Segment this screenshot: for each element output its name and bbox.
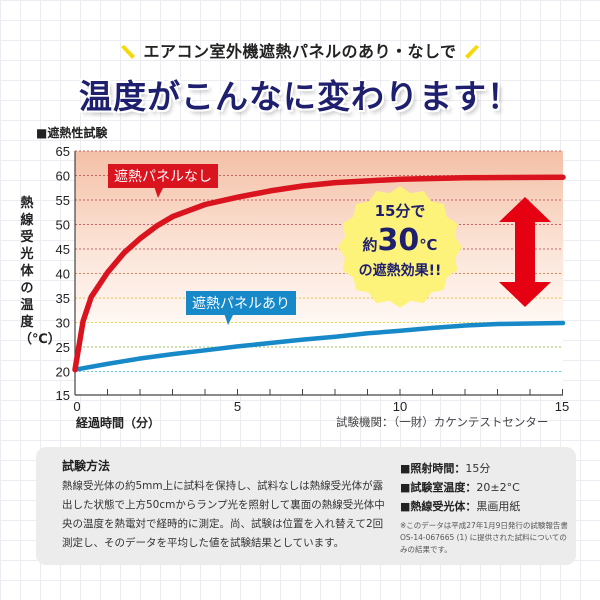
headline: 温度がこんなに変わります！	[79, 77, 521, 116]
effect-badge-shape	[338, 186, 462, 308]
sparkle-left-icon	[119, 44, 137, 61]
spec-room-temperature: ■試験室温度：20±2°C	[400, 481, 520, 494]
svg-text:65: 65	[56, 144, 70, 159]
method-title: 試験方法	[62, 459, 111, 473]
section-label: ■遮熱性試験	[36, 126, 108, 140]
svg-text:15: 15	[555, 399, 569, 414]
svg-text:15: 15	[56, 388, 70, 403]
badge-line1: 15分で	[374, 202, 426, 220]
spec-irradiation-time: ■照射時間：15分	[400, 462, 491, 475]
svg-text:45: 45	[56, 242, 70, 257]
callout-panel-without: 遮熱パネルなし	[108, 164, 218, 198]
svg-text:10: 10	[393, 399, 407, 414]
double-arrow-icon	[499, 197, 551, 307]
badge-line2: 約30℃	[340, 223, 460, 258]
badge-line3: の遮熱効果!!	[358, 263, 442, 279]
badge-unit: ℃	[419, 236, 438, 254]
method-body: 熱線受光体の約5mm上に試料を保持し、試料なしは熱線受光体が露出した状態で上方5…	[62, 480, 385, 549]
spec-receiver: ■熱線受光体：黒画用紙	[400, 500, 521, 513]
svg-text:60: 60	[56, 169, 70, 184]
svg-text:0: 0	[73, 399, 80, 414]
callout-panel-with: 遮熱パネルあり	[186, 291, 296, 325]
svg-text:30: 30	[56, 316, 70, 331]
svg-text:55: 55	[56, 193, 70, 208]
spec-list: ■照射時間：15分 ■試験室温度：20±2°C ■熱線受光体：黒画用紙 ※このデ…	[400, 459, 570, 556]
subtitle-text: エアコン室外機遮熱パネルのあり・なしで	[143, 42, 457, 61]
y-tick-labels: 65 60 55 50 45 40 35 30 25 20 15	[56, 144, 70, 403]
svg-text:40: 40	[56, 267, 70, 282]
svg-text:25: 25	[56, 340, 70, 355]
svg-text:5: 5	[234, 399, 241, 414]
source-label: 試験機関：（一財）カケンテストセンター	[336, 415, 549, 429]
series-line-panel-without	[72, 174, 566, 373]
x-tick-labels: 0 5 10 15	[73, 399, 569, 414]
badge-number: 30	[377, 223, 420, 258]
svg-text:35: 35	[56, 291, 70, 306]
x-ticks	[107, 389, 563, 395]
effect-badge: 15分で 約30℃ の遮熱効果!!	[340, 200, 460, 280]
svg-text:20: 20	[56, 365, 70, 380]
x-axis-label: 経過時間（分）	[76, 416, 161, 430]
data-note: ※このデータは平成27年1月9日発行の試験報告書OS-14-067665 (1)…	[400, 521, 568, 554]
series-line-panel-with	[72, 320, 566, 372]
test-method-box: 試験方法 熱線受光体の約5mm上に試料を保持し、試料なしは熱線受光体が露出した状…	[36, 447, 576, 565]
subtitle: エアコン室外機遮熱パネルのあり・なしで	[0, 38, 600, 62]
svg-text:50: 50	[56, 218, 70, 233]
sparkle-right-icon	[463, 44, 481, 61]
badge-prefix: 約	[362, 236, 378, 254]
